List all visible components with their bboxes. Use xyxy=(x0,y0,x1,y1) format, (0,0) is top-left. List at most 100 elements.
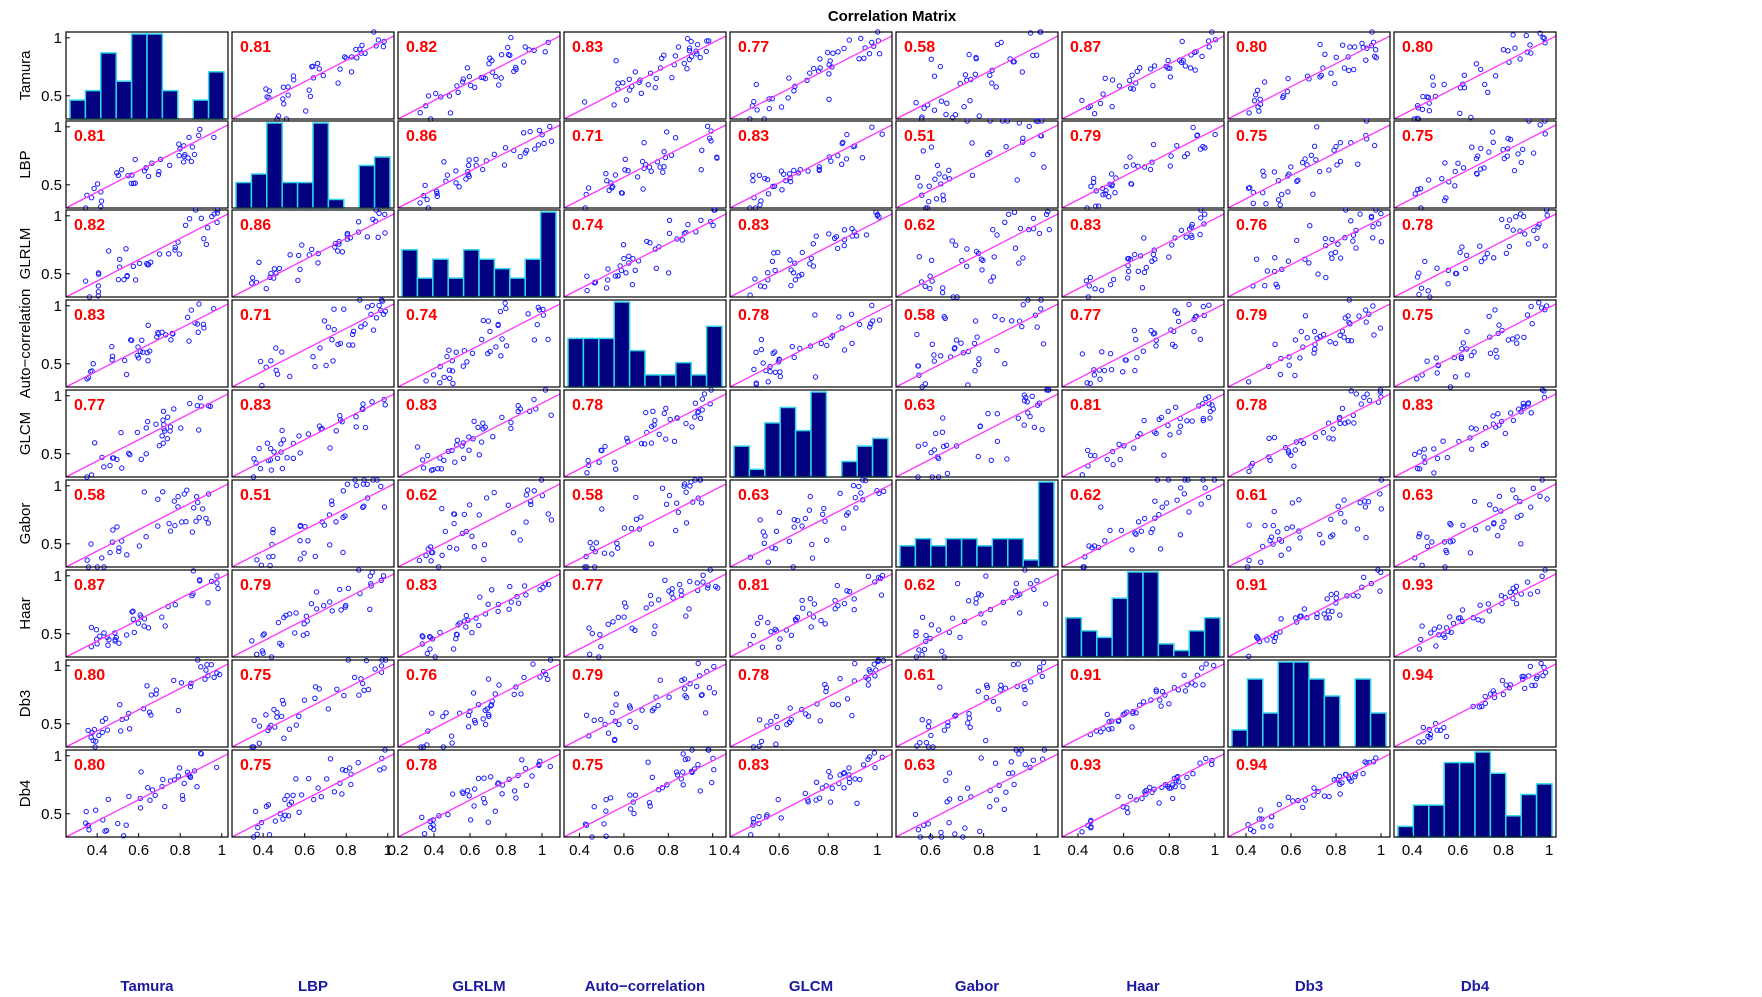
scatter-point xyxy=(1528,303,1534,310)
scatter-point xyxy=(836,314,842,320)
fit-line xyxy=(1227,213,1391,298)
scatter-point xyxy=(335,248,341,254)
histogram-bar xyxy=(1535,783,1553,838)
scatter-point xyxy=(853,233,860,239)
scatter-point xyxy=(188,307,195,313)
scatter-point xyxy=(522,765,529,772)
scatter-point xyxy=(481,775,487,781)
scatter-point xyxy=(83,820,89,826)
scatter-point xyxy=(1040,659,1047,666)
panel-frame xyxy=(729,659,893,748)
x-tick-label: 1 xyxy=(218,842,226,859)
correlation-label: 0.75 xyxy=(1236,128,1267,145)
scatter-point xyxy=(641,140,647,146)
scatter-point xyxy=(987,804,993,810)
scatter-point xyxy=(353,414,359,420)
scatter-point xyxy=(479,336,485,343)
scatter-point xyxy=(1524,312,1531,318)
scatter-point xyxy=(851,607,857,613)
scatter-point xyxy=(1534,588,1541,595)
scatter-point xyxy=(452,459,458,465)
histogram-bar xyxy=(1354,678,1372,748)
scatter-point xyxy=(487,328,493,335)
scatter-point xyxy=(1202,485,1208,491)
panel-frame xyxy=(231,569,395,658)
scatter-point xyxy=(674,236,680,242)
histogram-bar xyxy=(871,437,889,478)
scatter-point xyxy=(548,138,555,144)
panel-r5-c6: 0.62 xyxy=(1061,477,1225,570)
panel-frame xyxy=(563,209,727,298)
scatter-point xyxy=(626,253,632,259)
scatter-point xyxy=(858,35,864,42)
correlation-label: 0.77 xyxy=(738,39,769,56)
histogram-bar xyxy=(598,337,615,388)
scatter-point xyxy=(1494,354,1500,360)
scatter-point xyxy=(454,546,460,552)
scatter-point xyxy=(135,344,141,350)
scatter-point xyxy=(603,808,609,814)
scatter-point xyxy=(1091,175,1097,182)
scatter-point xyxy=(280,701,287,707)
scatter-point xyxy=(822,681,828,688)
scatter-point xyxy=(380,573,387,579)
scatter-point xyxy=(585,457,591,464)
scatter-point xyxy=(695,409,701,416)
scatter-point xyxy=(704,38,710,44)
scatter-point xyxy=(633,724,639,730)
scatter-point xyxy=(1292,337,1299,343)
x-tick-label: 0.6 xyxy=(1281,842,1302,859)
scatter-point xyxy=(853,505,859,511)
scatter-point xyxy=(160,489,166,495)
scatter-point xyxy=(817,718,823,724)
scatter-point xyxy=(1314,335,1320,341)
fit-line xyxy=(65,124,229,209)
scatter-point xyxy=(1377,588,1383,594)
scatter-point xyxy=(353,46,359,53)
correlation-label: 0.75 xyxy=(1402,307,1433,324)
fit-line xyxy=(65,483,229,568)
scatter-point xyxy=(606,187,612,194)
scatter-point xyxy=(1362,307,1369,313)
scatter-point xyxy=(1368,213,1375,220)
scatter-point xyxy=(1345,419,1351,425)
scatter-point xyxy=(1130,162,1137,168)
scatter-point xyxy=(979,267,985,273)
scatter-point xyxy=(365,686,372,693)
scatter-point xyxy=(1323,615,1329,621)
scatter-point xyxy=(271,706,277,713)
scatter-point xyxy=(1125,809,1131,816)
scatter-point xyxy=(913,100,919,106)
y-variable-label: Auto−correlation xyxy=(17,289,34,399)
scatter-point xyxy=(639,158,646,165)
scatter-point xyxy=(1292,447,1299,453)
scatter-point xyxy=(303,108,309,114)
scatter-point xyxy=(1514,334,1520,340)
scatter-point xyxy=(1101,367,1108,374)
scatter-point xyxy=(993,797,1000,803)
histogram-bar xyxy=(69,99,87,120)
scatter-point xyxy=(1200,415,1207,422)
scatter-point xyxy=(756,172,763,179)
scatter-point xyxy=(1165,57,1171,64)
panel-frame xyxy=(1393,479,1557,568)
scatter-point xyxy=(360,680,366,687)
scatter-point xyxy=(1333,590,1340,597)
scatter-point xyxy=(878,592,885,598)
scatter-point xyxy=(1200,682,1206,688)
scatter-point xyxy=(832,606,838,612)
scatter-point xyxy=(256,259,262,265)
histogram-bar xyxy=(1323,695,1341,748)
scatter-point xyxy=(1434,370,1440,376)
scatter-point xyxy=(296,713,302,719)
scatter-point xyxy=(805,168,811,174)
scatter-point xyxy=(1366,397,1373,404)
scatter-point xyxy=(944,799,950,805)
scatter-point xyxy=(1447,539,1454,545)
panel-r2-c2 xyxy=(397,209,561,298)
scatter-point xyxy=(482,721,489,728)
scatter-point xyxy=(136,543,143,549)
scatter-point xyxy=(95,271,102,277)
scatter-point xyxy=(197,578,203,584)
